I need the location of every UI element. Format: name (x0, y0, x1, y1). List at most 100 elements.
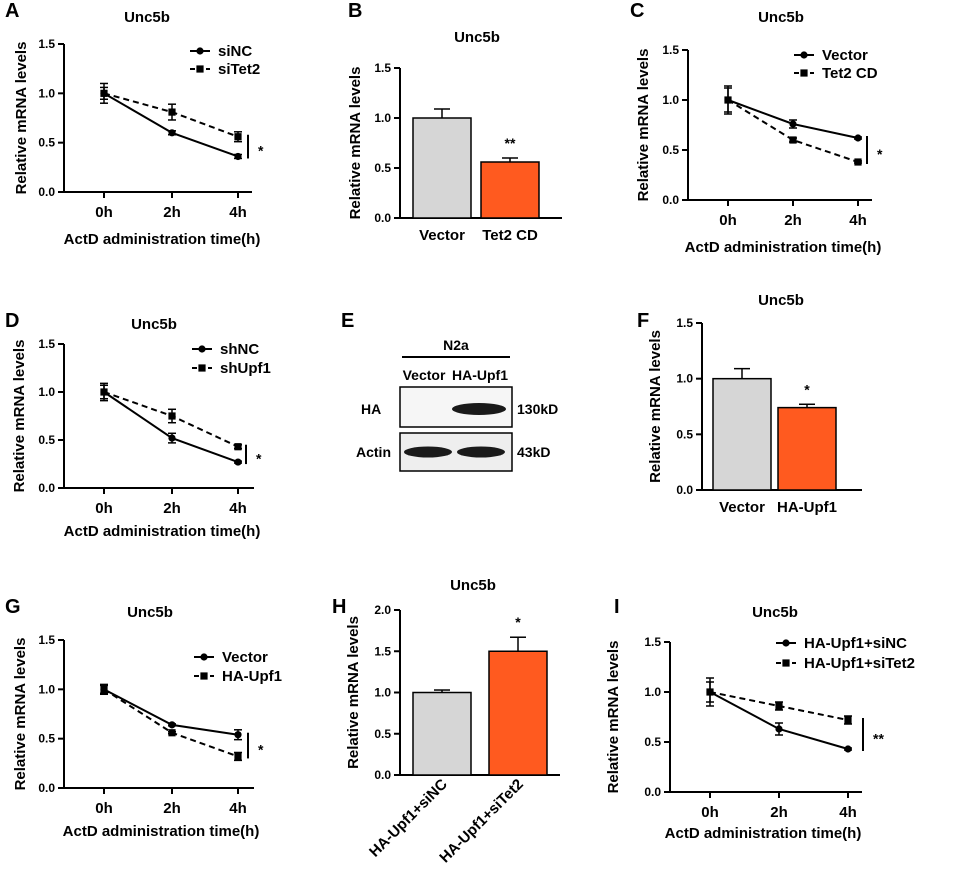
data-point (168, 129, 176, 137)
bar-treatment (480, 161, 540, 219)
y-tick-label: 1.5 (374, 644, 391, 658)
x-tick-label: 2h (163, 800, 181, 817)
x-tick-label: 4h (849, 212, 867, 229)
legend-marker (200, 672, 208, 680)
legend-marker (200, 653, 208, 661)
y-tick-label: 2.0 (374, 603, 391, 617)
legend-marker (800, 69, 808, 77)
y-tick-label: 0.5 (374, 161, 391, 175)
data-point (234, 443, 242, 451)
x-tick-label: 2h (770, 804, 788, 821)
y-axis-title: Relative mRNA levels (13, 42, 30, 195)
x-tick-label: HA-Upf1 (777, 499, 837, 516)
y-tick-label: 0.0 (676, 483, 693, 497)
y-tick-label: 1.5 (676, 316, 693, 330)
band-ha-upf1 (452, 403, 506, 415)
chart-title: Unc5b (124, 9, 170, 26)
y-tick-label: 0.0 (644, 785, 661, 799)
data-point (234, 458, 242, 466)
y-tick-label: 0.5 (374, 727, 391, 741)
y-tick-label: 0.0 (662, 193, 679, 207)
y-tick-label: 0.5 (644, 735, 661, 749)
legend-label: shNC (220, 341, 259, 358)
y-axis-title: Relative mRNA levels (635, 49, 652, 202)
panel-g: G Unc5b Relative mRNA levels 0.0 0.5 1.0 1.5 0h… (5, 596, 282, 840)
legend-label: Vector (822, 47, 868, 64)
data-point (100, 388, 108, 396)
y-tick-label: 1.5 (644, 635, 661, 649)
y-tick-label: 0.0 (38, 781, 55, 795)
significance-mark: * (515, 614, 521, 630)
cell-line-label: N2a (443, 337, 469, 353)
legend-label: HA-Upf1+siNC (804, 635, 907, 652)
legend-label: Vector (222, 649, 268, 666)
x-tick-label: Tet2 CD (482, 227, 538, 244)
data-point (844, 745, 852, 753)
data-point (854, 158, 862, 166)
legend-label: siNC (218, 43, 252, 60)
y-axis-title: Relative mRNA levels (12, 638, 29, 791)
data-point (168, 412, 176, 420)
data-point (775, 725, 783, 733)
y-tick-label: 1.5 (38, 337, 55, 351)
y-tick-label: 1.0 (676, 372, 693, 386)
significance-mark: * (258, 143, 264, 159)
x-tick-label: 4h (229, 800, 247, 817)
panel-h: H Unc5b Relative mRNA levels 0.0 0.5 1.0 1.5 2.… (332, 577, 560, 866)
series-line-tet2-cd (727, 99, 859, 163)
y-tick-label: 1.5 (38, 37, 55, 51)
legend-marker (198, 345, 206, 353)
significance-mark: ** (873, 731, 884, 747)
data-point (168, 729, 176, 737)
y-tick-label: 1.0 (38, 682, 55, 696)
legend-label: siTet2 (218, 61, 260, 78)
y-tick-label: 0.5 (676, 427, 693, 441)
data-point (168, 721, 176, 729)
y-tick-label: 0.0 (374, 211, 391, 225)
series-line-shnc (103, 391, 239, 464)
legend-marker (196, 65, 204, 73)
panel-a: A Unc5b Relative mRNA levels 0.0 0.5 1.0 1.5 0h… (5, 0, 264, 248)
y-tick-label: 1.5 (374, 61, 391, 75)
panel-b: B Unc5b Relative mRNA levels 0.0 0.5 1.0 1.5 Ve… (347, 0, 562, 244)
significance-mark: * (256, 450, 262, 466)
chart-title: Unc5b (131, 316, 177, 333)
row-label-actin: Actin (356, 444, 391, 460)
lane-label-ha-upf1: HA-Upf1 (452, 367, 508, 383)
y-tick-label: 1.0 (644, 685, 661, 699)
x-tick-label: Vector (419, 227, 465, 244)
panel-letter: G (5, 596, 21, 618)
panel-e: E N2a Vector HA-Upf1 HA 130kD Actin 43kD (341, 310, 558, 472)
legend-marker (196, 47, 204, 55)
data-point (854, 134, 862, 142)
size-label-actin: 43kD (517, 444, 550, 460)
band-actin-ha-upf1 (457, 446, 505, 458)
series-line-vector (727, 99, 859, 139)
data-point (724, 96, 732, 104)
panel-letter: E (341, 310, 354, 332)
x-axis-title: ActD administration time(h) (63, 823, 260, 840)
y-tick-label: 1.0 (662, 93, 679, 107)
x-tick-label: 4h (229, 204, 247, 221)
x-tick-label: Vector (719, 499, 765, 516)
data-point (100, 685, 108, 693)
y-tick-label: 0.0 (374, 768, 391, 782)
x-axis-title: ActD administration time(h) (665, 825, 862, 842)
significance-mark: * (258, 742, 264, 758)
x-tick-label: 4h (229, 500, 247, 517)
chart-title: Unc5b (758, 9, 804, 26)
panel-f: F Unc5b Relative mRNA levels 0.0 0.5 1.0 1.5 Ve… (637, 292, 862, 516)
x-tick-label: 0h (701, 804, 719, 821)
data-point (168, 434, 176, 442)
y-tick-label: 1.5 (38, 633, 55, 647)
significance-mark: * (804, 381, 810, 397)
data-point (234, 133, 242, 141)
x-tick-label: 0h (719, 212, 737, 229)
legend-marker (198, 364, 206, 372)
x-axis-title: ActD administration time(h) (64, 231, 261, 248)
size-label-ha: 130kD (517, 401, 558, 417)
y-tick-label: 1.0 (38, 86, 55, 100)
data-point (234, 731, 242, 739)
y-tick-label: 0.5 (662, 143, 679, 157)
